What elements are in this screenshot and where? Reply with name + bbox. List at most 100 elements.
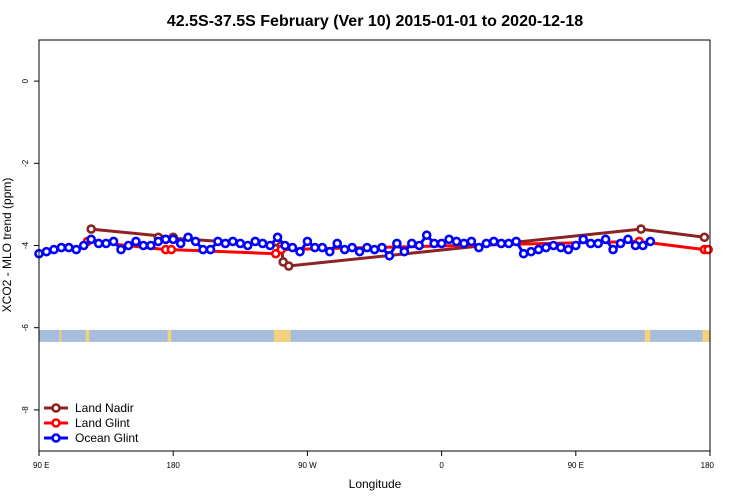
land-band-segment bbox=[59, 329, 62, 342]
data-point bbox=[153, 236, 164, 247]
data-point bbox=[488, 236, 499, 247]
data-point bbox=[101, 238, 111, 249]
data-point bbox=[436, 238, 447, 249]
data-point bbox=[362, 242, 372, 253]
data-point bbox=[339, 244, 350, 255]
data-point bbox=[324, 246, 335, 257]
data-point bbox=[49, 244, 59, 255]
data-point bbox=[466, 236, 477, 247]
data-point bbox=[317, 242, 328, 253]
data-point bbox=[518, 248, 529, 259]
data-point bbox=[332, 238, 343, 249]
data-point bbox=[250, 236, 261, 247]
data-point bbox=[526, 246, 536, 257]
data-point bbox=[615, 238, 626, 249]
data-point bbox=[459, 238, 469, 249]
legend-marker bbox=[51, 433, 61, 443]
data-point bbox=[287, 242, 298, 253]
data-point bbox=[86, 234, 96, 245]
data-point bbox=[496, 238, 507, 249]
data-point bbox=[585, 238, 596, 249]
y-tick-label: -2 bbox=[21, 159, 30, 167]
data-point bbox=[213, 236, 223, 247]
data-point bbox=[183, 232, 193, 243]
x-axis-label: Longitude bbox=[349, 477, 402, 491]
data-point bbox=[198, 244, 208, 255]
data-point bbox=[228, 236, 238, 247]
data-point bbox=[699, 232, 710, 243]
data-point bbox=[377, 242, 387, 253]
data-point bbox=[623, 234, 633, 245]
data-point bbox=[116, 244, 126, 255]
data-point bbox=[280, 240, 290, 251]
data-point bbox=[444, 234, 454, 245]
data-point bbox=[78, 240, 89, 251]
data-point bbox=[384, 250, 395, 261]
data-point bbox=[295, 246, 305, 257]
data-point bbox=[578, 234, 589, 245]
data-point bbox=[146, 240, 156, 251]
x-tick-label: 180 bbox=[167, 461, 181, 470]
x-tick-label: 90 E bbox=[568, 461, 584, 470]
legend-label: Land Glint bbox=[75, 416, 130, 430]
data-point bbox=[123, 240, 134, 251]
data-point bbox=[503, 238, 514, 249]
land-band-segment bbox=[273, 329, 291, 342]
legend-entry-ocean-glint: Ocean Glint bbox=[44, 431, 139, 445]
data-point bbox=[548, 240, 559, 251]
data-point bbox=[310, 242, 320, 253]
data-point bbox=[600, 234, 611, 245]
data-point bbox=[56, 242, 67, 253]
y-tick-label: -8 bbox=[21, 406, 30, 414]
land-band-segment bbox=[702, 329, 710, 342]
data-point bbox=[406, 238, 417, 249]
data-point bbox=[220, 238, 231, 249]
data-point bbox=[474, 242, 484, 253]
data-point bbox=[190, 236, 201, 247]
data-point bbox=[64, 242, 74, 253]
data-point bbox=[257, 238, 268, 249]
data-point bbox=[71, 244, 82, 255]
legend-marker bbox=[51, 418, 61, 428]
data-point bbox=[481, 238, 492, 249]
data-point bbox=[302, 236, 313, 247]
x-tick-label: 90 W bbox=[298, 461, 317, 470]
land-band-segment bbox=[85, 329, 90, 342]
data-point bbox=[421, 230, 432, 241]
data-point bbox=[131, 236, 141, 247]
data-point bbox=[638, 240, 648, 251]
data-point bbox=[369, 244, 380, 255]
y-tick-label: -4 bbox=[21, 241, 30, 249]
data-point bbox=[86, 224, 96, 234]
data-point bbox=[451, 236, 462, 247]
data-point bbox=[630, 240, 641, 251]
ocean-band bbox=[39, 329, 710, 342]
x-axis: 90 E 180 90 W 0 90 E 180 bbox=[33, 451, 715, 470]
data-point bbox=[138, 240, 149, 251]
chart-title: 42.5S-37.5S February (Ver 10) 2015-01-01… bbox=[167, 13, 583, 30]
data-point bbox=[429, 238, 439, 249]
legend-entry-land-nadir: Land Nadir bbox=[44, 401, 134, 415]
data-point bbox=[265, 240, 275, 251]
data-point bbox=[414, 240, 425, 251]
data-point bbox=[533, 244, 544, 255]
y-axis-label: XCO2 - MLO trend (ppm) bbox=[0, 178, 14, 313]
x-tick-label: 90 E bbox=[33, 461, 49, 470]
data-point bbox=[272, 232, 283, 243]
data-point bbox=[399, 246, 410, 257]
data-point bbox=[703, 244, 713, 255]
data-point bbox=[205, 244, 216, 255]
data-point bbox=[93, 238, 104, 249]
y-tick-label: -6 bbox=[21, 324, 30, 332]
data-point bbox=[242, 240, 253, 251]
x-tick-label: 0 bbox=[439, 461, 444, 470]
data-point bbox=[160, 234, 171, 245]
data-point bbox=[235, 238, 246, 249]
legend-marker bbox=[51, 403, 61, 413]
land-band-segment bbox=[167, 329, 172, 342]
land-band-segment bbox=[644, 329, 651, 342]
data-point bbox=[354, 246, 365, 257]
data-point bbox=[168, 234, 178, 245]
